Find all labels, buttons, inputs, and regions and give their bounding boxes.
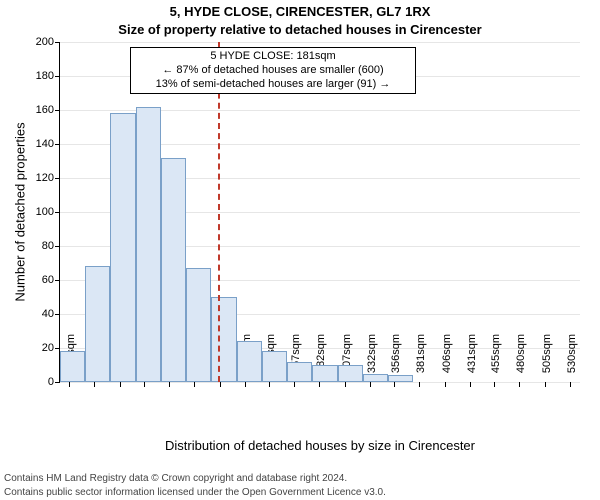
y-tick-mark (55, 178, 60, 179)
y-tick-label: 180 (36, 70, 54, 82)
annotation-line: ← 87% of detached houses are smaller (60… (135, 64, 411, 78)
plot-area: 02040608010012014016018020034sqm59sqm84s… (60, 42, 580, 382)
y-tick-label: 80 (42, 240, 54, 252)
y-tick-mark (55, 382, 60, 383)
x-tick-label: 431sqm (466, 334, 478, 384)
histogram-bar (237, 341, 262, 382)
y-axis-title-container: Number of detached properties (12, 42, 28, 382)
histogram-chart: 02040608010012014016018020034sqm59sqm84s… (60, 42, 580, 382)
histogram-bar (60, 351, 85, 382)
y-tick-label: 20 (42, 342, 54, 354)
figure-root: 5, HYDE CLOSE, CIRENCESTER, GL7 1RX Size… (0, 0, 600, 500)
x-tick-label: 505sqm (541, 334, 553, 384)
y-tick-label: 120 (36, 172, 54, 184)
histogram-bar (85, 266, 110, 382)
y-tick-label: 140 (36, 138, 54, 150)
histogram-bar (262, 351, 287, 382)
y-tick-mark (55, 246, 60, 247)
y-tick-mark (55, 280, 60, 281)
y-tick-label: 60 (42, 274, 54, 286)
histogram-bar (186, 268, 211, 382)
y-tick-label: 160 (36, 104, 54, 116)
x-tick-label: 406sqm (441, 334, 453, 384)
y-tick-mark (55, 42, 60, 43)
x-axis-title: Distribution of detached houses by size … (60, 438, 580, 453)
y-tick-label: 100 (36, 206, 54, 218)
y-axis-title: Number of detached properties (13, 122, 28, 301)
footer-copyright-line1: Contains HM Land Registry data © Crown c… (4, 473, 347, 484)
x-tick-label: 455sqm (490, 334, 502, 384)
annotation-line: 13% of semi-detached houses are larger (… (135, 78, 411, 92)
histogram-bar (388, 375, 413, 382)
x-tick-label: 480sqm (515, 334, 527, 384)
y-tick-label: 200 (36, 36, 54, 48)
y-tick-mark (55, 314, 60, 315)
x-tick-label: 530sqm (566, 334, 578, 384)
y-tick-label: 40 (42, 308, 54, 320)
x-tick-label: 381sqm (415, 334, 427, 384)
histogram-bar (110, 113, 135, 382)
histogram-bar (338, 365, 363, 382)
y-tick-mark (55, 76, 60, 77)
figure-title-line1: 5, HYDE CLOSE, CIRENCESTER, GL7 1RX (0, 4, 600, 19)
histogram-bar (161, 158, 186, 382)
histogram-bar (363, 374, 388, 383)
figure-title-line2: Size of property relative to detached ho… (0, 22, 600, 37)
histogram-bar (287, 362, 312, 382)
annotation-line: 5 HYDE CLOSE: 181sqm (135, 50, 411, 64)
y-tick-label: 0 (48, 376, 54, 388)
y-tick-mark (55, 348, 60, 349)
annotation-box: 5 HYDE CLOSE: 181sqm← 87% of detached ho… (130, 47, 416, 94)
footer-copyright-line2: Contains public sector information licen… (4, 487, 386, 498)
y-tick-mark (55, 110, 60, 111)
y-tick-mark (55, 144, 60, 145)
histogram-bar (136, 107, 161, 382)
histogram-bar (312, 365, 337, 382)
grid-line (60, 42, 580, 43)
y-tick-mark (55, 212, 60, 213)
histogram-bar (211, 297, 236, 382)
